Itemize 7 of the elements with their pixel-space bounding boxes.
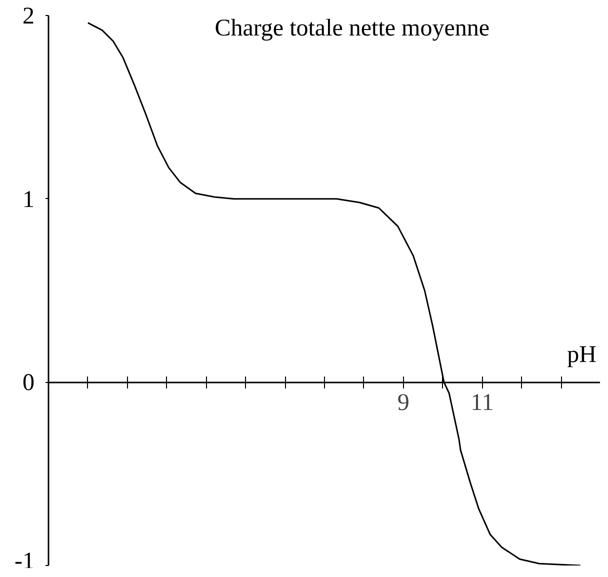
- y-tick-label: 1: [22, 186, 34, 213]
- x-tick-label: 11: [470, 390, 494, 416]
- y-tick-label: 2: [22, 4, 34, 30]
- y-tick-label: 0: [22, 370, 34, 396]
- x-axis-title: pH: [567, 342, 597, 368]
- chart-title: Charge totale nette moyenne: [214, 16, 490, 42]
- x-tick-label: 9: [397, 390, 410, 416]
